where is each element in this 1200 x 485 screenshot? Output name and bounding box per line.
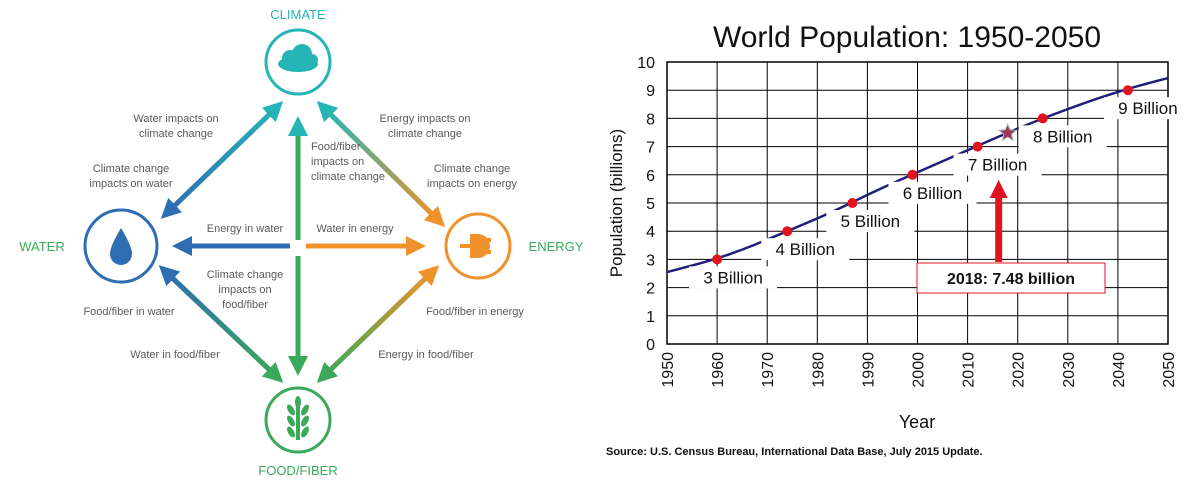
x-tick-label: 1970 [760,352,777,388]
arrow-climate-to-energy [322,106,446,228]
water-drop-icon [110,228,132,265]
milestone-point [1122,85,1133,96]
x-tick-label: 2040 [1111,352,1128,388]
label-food-to-climate: Food/fiber impacts on climate change [311,141,385,183]
x-tick-label: 2000 [911,352,928,388]
milestone-point [712,254,723,265]
chart-title: World Population: 1950-2050 [713,21,1101,54]
x-tick-label: 2010 [961,352,978,388]
milestone-label-bg [689,266,778,289]
arrow-energy-to-food [316,270,434,383]
highlight-arrow-head [989,180,1008,198]
plot-frame [666,61,1169,345]
y-tick-label: 5 [646,196,655,213]
panel-divider [598,0,600,480]
milestone-label: 4 Billion [775,240,835,259]
y-tick-label: 3 [646,252,655,269]
node-label-water: WATER [19,239,65,254]
milestone-label: 9 Billion [1118,99,1178,118]
node-food: FOOD/FIBER [258,386,338,478]
node-label-climate: CLIMATE [270,7,326,22]
x-tick-label: 2030 [1061,352,1078,388]
x-tick-label: 2050 [1161,352,1178,388]
y-tick-label: 8 [646,111,655,128]
milestone-label-bg [826,210,915,232]
label-climate-to-water: Climate change impacts on water [89,163,172,190]
label-climate-to-food: Climate change impacts on food/fiber [207,269,283,311]
milestone-point [782,226,793,237]
milestone-point [972,141,983,152]
y-tick-label: 2 [646,281,655,298]
x-tick-label: 1960 [710,352,727,388]
y-tick-label: 4 [646,224,655,241]
y-tick-label: 7 [646,140,655,157]
milestone-label-bg [761,238,850,261]
label-climate-to-energy: Climate change impacts on energy [427,163,517,190]
milestone-point [1037,113,1048,124]
arrow-climate-to-water [160,106,278,219]
y-tick-label: 10 [637,55,655,72]
source-note: Source: U.S. Census Bureau, Internationa… [606,446,983,458]
highlight-callout-box [916,262,1106,294]
label-energy-in-water: Energy in water [207,223,284,235]
milestone-label-bg [888,181,977,204]
population-chart-canvas: World Population: 1950-2050 1950 1960 1970… [606,21,1192,458]
x-tick-label: 1950 [660,352,677,388]
milestone-label: 5 Billion [841,212,901,231]
milestone-label: 8 Billion [1033,127,1093,146]
node-climate: CLIMATE [264,7,332,96]
milestone-label-bg [1018,125,1107,148]
node-label-food: FOOD/FIBER [258,463,337,478]
label-water-to-climate: Water impacts on climate change [133,113,218,140]
label-water-in-food: Water in food/fiber [130,349,220,361]
label-energy-to-climate: Energy impacts on climate change [379,113,470,140]
x-tick-label: 1980 [810,352,827,388]
chart-ticks: 1950 1960 1970 1980 1990 2000 2010 2020 2030 2040… [637,55,1178,388]
x-tick-label: 1990 [860,352,877,388]
node-energy: ENERGY [444,212,584,280]
x-tick-label: 2020 [1011,352,1028,388]
nexus-diagram-canvas: CLIMATE WATER ENERGY FOOD/FIBER [19,7,584,478]
y-tick-label: 0 [646,337,655,354]
population-line [666,76,1169,274]
y-axis-label: Population (billions) [607,129,626,277]
milestone-point [847,198,858,208]
y-tick-label: 9 [646,83,655,100]
y-tick-label: 6 [646,168,655,185]
node-water: WATER [19,208,159,284]
nexus-arrows [158,100,446,383]
nexus-diagram: CLIMATE WATER ENERGY FOOD/FIBER [0,0,600,480]
milestone-label: 3 Billion [703,268,763,287]
x-axis-label: Year [899,412,935,432]
label-food-in-water: Food/fiber in water [83,306,174,318]
label-energy-in-food: Energy in food/fiber [378,349,474,361]
highlight-2018: 2018: 7.48 billion [916,122,1106,294]
milestone-label-bg [1103,97,1192,120]
wheat-icon [287,396,309,440]
edge-labels: Water impacts on climate change Climate c… [83,113,524,361]
arrow-water-to-food [164,270,284,383]
node-label-energy: ENERGY [529,239,584,254]
label-water-in-energy: Water in energy [316,223,394,235]
y-tick-label: 1 [646,309,655,326]
highlight-callout-label: 2018: 7.48 billion [947,271,1075,288]
population-chart: World Population: 1950-2050 1950 1960 1970… [600,0,1200,480]
label-food-in-energy: Food/fiber in energy [426,306,524,318]
milestone-label: 7 Billion [968,156,1028,175]
milestone-label: 6 Billion [903,184,963,203]
milestone-label-bg [953,153,1042,176]
highlight-star [997,122,1018,142]
plug-icon [460,234,491,258]
cloud-icon [278,44,318,72]
milestone-point [907,169,918,180]
